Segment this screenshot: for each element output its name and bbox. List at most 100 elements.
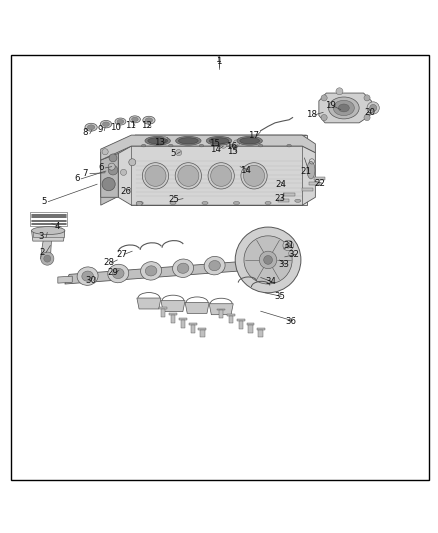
Ellipse shape — [88, 125, 95, 130]
Ellipse shape — [295, 199, 301, 203]
Ellipse shape — [142, 163, 169, 189]
Ellipse shape — [206, 136, 232, 145]
Circle shape — [44, 255, 51, 262]
Circle shape — [233, 140, 240, 146]
Ellipse shape — [141, 144, 146, 147]
Text: 28: 28 — [103, 259, 114, 268]
Polygon shape — [171, 314, 175, 322]
Ellipse shape — [108, 165, 118, 175]
Ellipse shape — [137, 201, 143, 205]
Polygon shape — [237, 319, 245, 321]
Polygon shape — [248, 325, 253, 333]
Ellipse shape — [102, 122, 110, 126]
Circle shape — [336, 88, 343, 95]
Circle shape — [364, 115, 370, 120]
Text: 34: 34 — [265, 277, 276, 286]
Circle shape — [102, 149, 108, 155]
Text: 13: 13 — [154, 139, 166, 148]
Ellipse shape — [82, 271, 93, 281]
Ellipse shape — [145, 118, 152, 123]
Ellipse shape — [178, 165, 199, 187]
Ellipse shape — [131, 117, 138, 122]
Text: 12: 12 — [141, 121, 152, 130]
Polygon shape — [257, 328, 265, 329]
Text: 26: 26 — [120, 187, 132, 196]
Ellipse shape — [240, 138, 259, 144]
Ellipse shape — [175, 163, 201, 189]
Circle shape — [220, 141, 227, 148]
Ellipse shape — [145, 266, 157, 276]
Text: 6: 6 — [74, 174, 79, 183]
Ellipse shape — [177, 263, 189, 273]
Text: 35: 35 — [274, 292, 285, 301]
Text: 14: 14 — [210, 144, 221, 154]
Ellipse shape — [32, 227, 65, 235]
Ellipse shape — [176, 136, 201, 145]
Polygon shape — [161, 309, 165, 317]
Text: 4: 4 — [54, 222, 60, 231]
Polygon shape — [65, 261, 245, 284]
Ellipse shape — [115, 118, 126, 125]
Polygon shape — [217, 309, 225, 310]
Polygon shape — [40, 237, 52, 259]
Ellipse shape — [113, 269, 124, 279]
Circle shape — [364, 95, 370, 101]
Ellipse shape — [209, 138, 229, 144]
Ellipse shape — [338, 104, 350, 112]
Circle shape — [41, 252, 54, 265]
Ellipse shape — [328, 97, 359, 119]
Polygon shape — [101, 135, 307, 152]
Circle shape — [289, 251, 294, 256]
Text: 6: 6 — [98, 164, 103, 173]
Polygon shape — [227, 314, 235, 316]
Ellipse shape — [202, 201, 208, 205]
Circle shape — [176, 150, 182, 156]
Text: 21: 21 — [300, 166, 311, 175]
Circle shape — [321, 115, 327, 120]
Text: 27: 27 — [116, 250, 127, 259]
Ellipse shape — [229, 144, 233, 147]
Ellipse shape — [108, 264, 129, 282]
Text: 10: 10 — [110, 123, 121, 132]
Circle shape — [224, 138, 230, 143]
Ellipse shape — [145, 136, 170, 145]
Ellipse shape — [136, 201, 142, 206]
Polygon shape — [198, 328, 206, 329]
Ellipse shape — [102, 177, 115, 191]
Polygon shape — [247, 324, 254, 325]
Polygon shape — [284, 193, 295, 197]
Ellipse shape — [148, 138, 167, 144]
Ellipse shape — [179, 138, 198, 144]
Ellipse shape — [258, 144, 263, 147]
Polygon shape — [229, 316, 233, 324]
Polygon shape — [258, 329, 263, 337]
Text: 1: 1 — [216, 55, 222, 64]
Text: 9: 9 — [97, 125, 102, 134]
Text: 22: 22 — [314, 179, 325, 188]
Ellipse shape — [204, 256, 225, 275]
Text: 24: 24 — [276, 180, 287, 189]
Polygon shape — [314, 177, 325, 180]
Polygon shape — [191, 325, 195, 333]
Text: 8: 8 — [83, 128, 88, 138]
Text: 19: 19 — [325, 101, 336, 110]
Ellipse shape — [287, 144, 291, 147]
Text: 15: 15 — [226, 147, 238, 156]
Text: 3: 3 — [39, 232, 44, 241]
Ellipse shape — [117, 119, 124, 124]
Ellipse shape — [109, 154, 117, 162]
Text: 14: 14 — [240, 166, 251, 175]
Circle shape — [108, 163, 115, 170]
Polygon shape — [189, 324, 197, 325]
Text: 32: 32 — [289, 250, 300, 259]
Text: 20: 20 — [364, 108, 376, 117]
Polygon shape — [101, 154, 118, 197]
Circle shape — [244, 236, 292, 284]
Polygon shape — [137, 298, 161, 309]
Circle shape — [370, 104, 377, 111]
Polygon shape — [33, 231, 64, 237]
Circle shape — [129, 159, 136, 166]
Text: 1: 1 — [216, 57, 222, 66]
Polygon shape — [239, 321, 243, 329]
Ellipse shape — [208, 163, 234, 189]
